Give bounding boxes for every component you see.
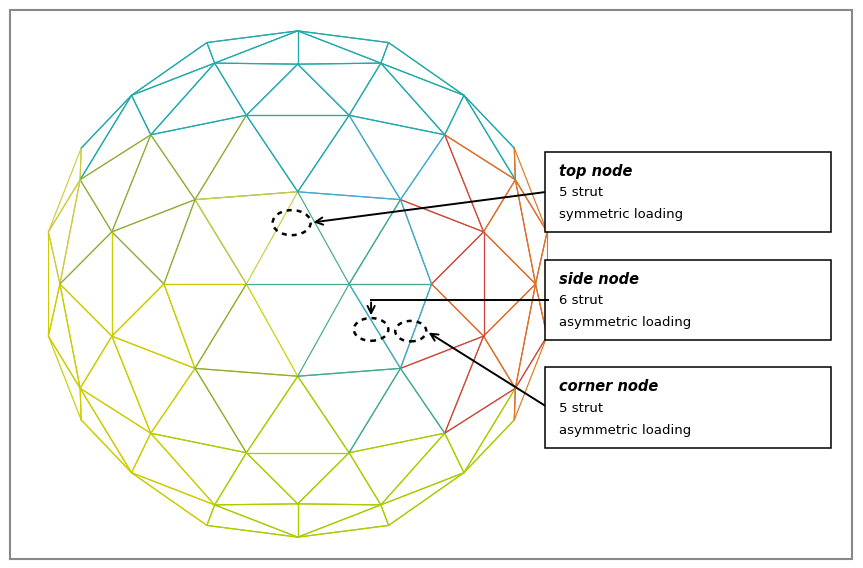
Text: side node: side node — [559, 272, 639, 286]
Text: 5 strut: 5 strut — [559, 402, 603, 415]
FancyBboxPatch shape — [10, 10, 852, 559]
Text: asymmetric loading: asymmetric loading — [559, 316, 691, 329]
FancyBboxPatch shape — [545, 152, 831, 232]
Text: 5 strut: 5 strut — [559, 186, 603, 199]
Text: 6 strut: 6 strut — [559, 294, 603, 307]
FancyBboxPatch shape — [545, 367, 831, 448]
Text: symmetric loading: symmetric loading — [559, 208, 683, 221]
Text: top node: top node — [559, 164, 633, 178]
Text: asymmetric loading: asymmetric loading — [559, 424, 691, 437]
FancyBboxPatch shape — [545, 260, 831, 340]
Text: corner node: corner node — [559, 379, 658, 394]
